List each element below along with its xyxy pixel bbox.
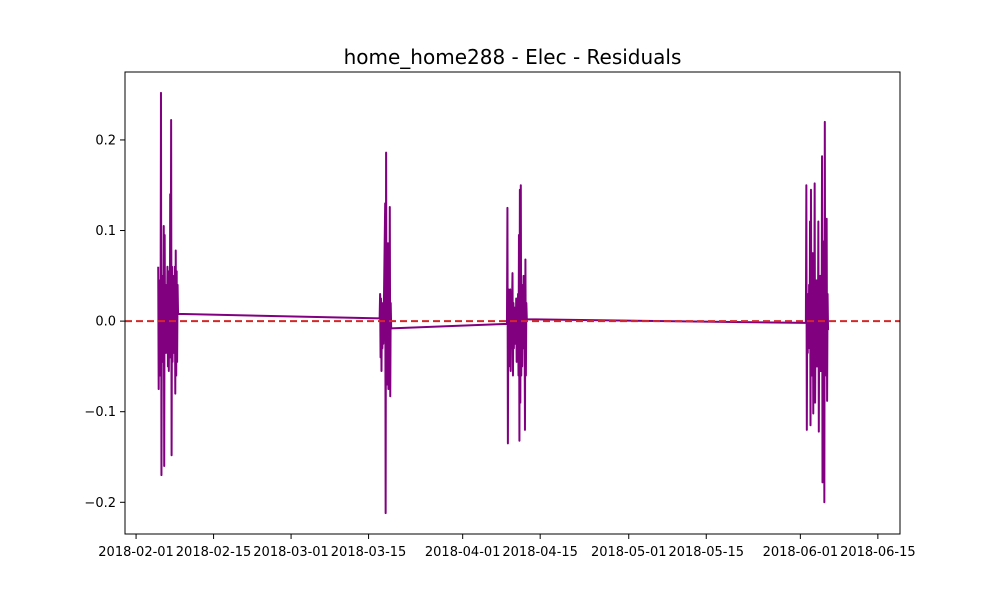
x-tick-label: 2018-02-01 (98, 545, 174, 560)
y-tick-label: −0.1 (84, 405, 116, 420)
x-tick-label: 2018-06-15 (840, 545, 916, 560)
y-tick-label: 0.0 (95, 315, 116, 330)
residual-series-line (157, 91, 830, 515)
x-tick-label: 2018-03-15 (331, 545, 407, 560)
x-tick-label: 2018-06-01 (763, 545, 839, 560)
x-tick-label: 2018-05-01 (591, 545, 667, 560)
x-axis: 2018-02-01 2018-02-15 2018-03-01 2018-03-15… (98, 534, 916, 560)
y-axis: −0.2 −0.1 0.0 0.1 0.2 (84, 133, 125, 511)
plot-area (125, 91, 900, 515)
x-tick-label: 2018-04-01 (425, 545, 501, 560)
y-tick-label: 0.2 (95, 133, 116, 148)
chart-title: home_home288 - Elec - Residuals (344, 45, 682, 69)
y-tick-label: 0.1 (95, 224, 116, 239)
x-tick-label: 2018-04-15 (502, 545, 578, 560)
x-tick-label: 2018-02-15 (176, 545, 252, 560)
axes-frame (124, 71, 901, 535)
x-tick-label: 2018-05-15 (668, 545, 744, 560)
x-tick-label: 2018-03-01 (253, 545, 329, 560)
y-tick-label: −0.2 (84, 496, 116, 511)
